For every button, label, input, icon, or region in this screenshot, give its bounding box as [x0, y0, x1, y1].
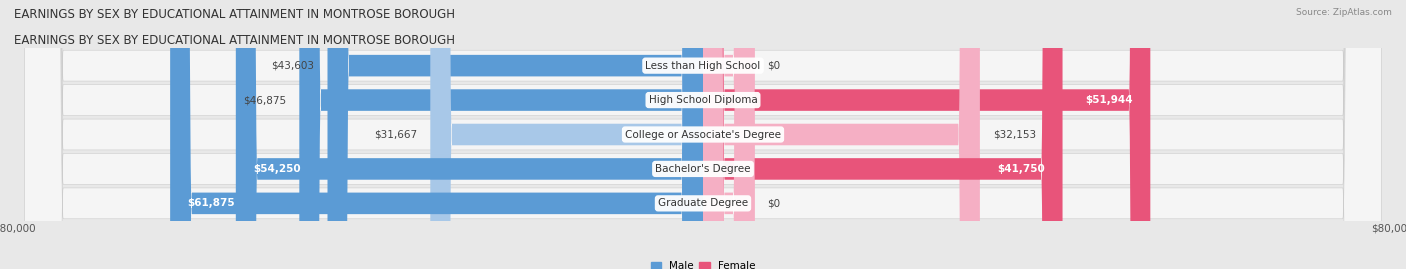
FancyBboxPatch shape [703, 0, 1063, 269]
FancyBboxPatch shape [430, 0, 703, 269]
Text: $32,153: $32,153 [993, 129, 1036, 140]
FancyBboxPatch shape [703, 0, 980, 269]
Text: $0: $0 [768, 198, 780, 208]
FancyBboxPatch shape [24, 0, 1382, 269]
FancyBboxPatch shape [236, 0, 703, 269]
Text: $31,667: $31,667 [374, 129, 418, 140]
Text: College or Associate's Degree: College or Associate's Degree [626, 129, 780, 140]
Text: $43,603: $43,603 [271, 61, 315, 71]
Text: $61,875: $61,875 [187, 198, 235, 208]
Text: $0: $0 [768, 61, 780, 71]
FancyBboxPatch shape [24, 0, 1382, 269]
FancyBboxPatch shape [24, 0, 1382, 269]
Text: $46,875: $46,875 [243, 95, 287, 105]
FancyBboxPatch shape [299, 0, 703, 269]
FancyBboxPatch shape [703, 0, 755, 269]
FancyBboxPatch shape [170, 0, 703, 269]
FancyBboxPatch shape [24, 0, 1382, 269]
Text: EARNINGS BY SEX BY EDUCATIONAL ATTAINMENT IN MONTROSE BOROUGH: EARNINGS BY SEX BY EDUCATIONAL ATTAINMEN… [14, 8, 456, 21]
FancyBboxPatch shape [703, 0, 755, 269]
Text: Graduate Degree: Graduate Degree [658, 198, 748, 208]
Text: High School Diploma: High School Diploma [648, 95, 758, 105]
Text: EARNINGS BY SEX BY EDUCATIONAL ATTAINMENT IN MONTROSE BOROUGH: EARNINGS BY SEX BY EDUCATIONAL ATTAINMEN… [14, 34, 456, 47]
Text: $41,750: $41,750 [998, 164, 1045, 174]
Text: Less than High School: Less than High School [645, 61, 761, 71]
FancyBboxPatch shape [24, 0, 1382, 269]
Legend: Male, Female: Male, Female [647, 257, 759, 269]
Text: $54,250: $54,250 [253, 164, 301, 174]
Text: $51,944: $51,944 [1085, 95, 1133, 105]
FancyBboxPatch shape [328, 0, 703, 269]
Text: Source: ZipAtlas.com: Source: ZipAtlas.com [1296, 8, 1392, 17]
FancyBboxPatch shape [703, 0, 1150, 269]
Text: Bachelor's Degree: Bachelor's Degree [655, 164, 751, 174]
